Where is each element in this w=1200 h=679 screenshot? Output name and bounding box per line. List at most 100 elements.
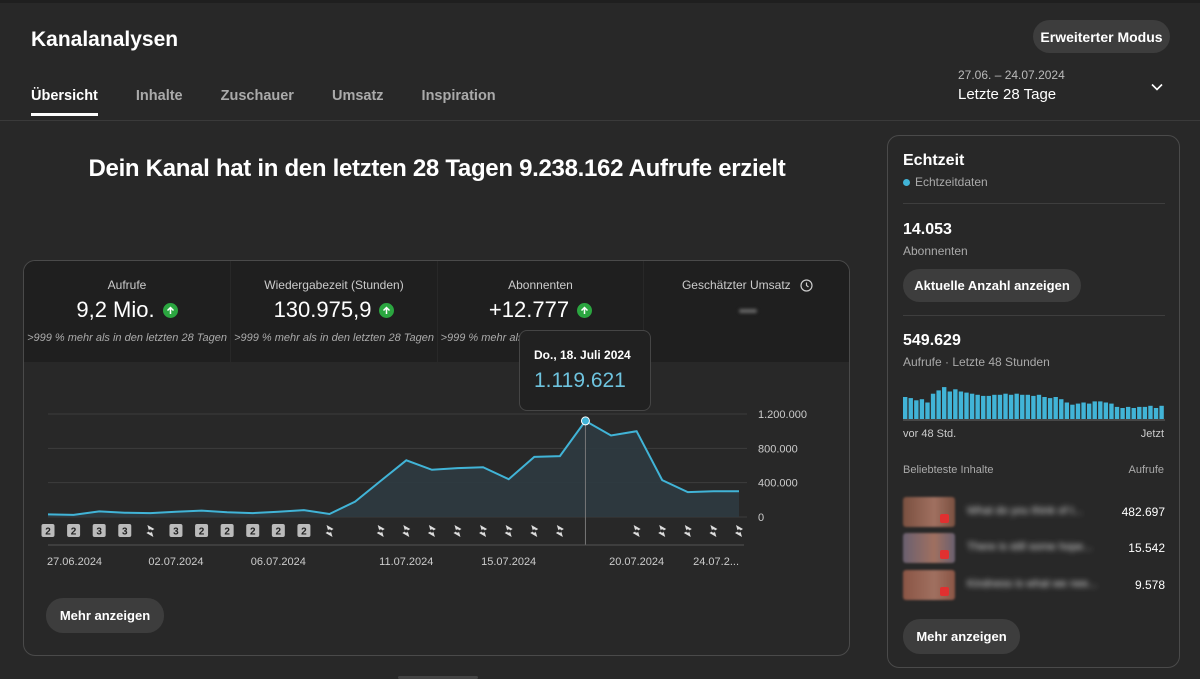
- tab-overview[interactable]: Übersicht: [31, 88, 98, 116]
- realtime-bar[interactable]: [919, 399, 925, 419]
- upload-count-marker[interactable]: 2: [271, 524, 285, 538]
- upload-count: 2: [224, 527, 230, 538]
- realtime-bar[interactable]: [1008, 394, 1014, 419]
- shorts-icon[interactable]: [709, 525, 718, 537]
- realtime-bar[interactable]: [1109, 403, 1114, 419]
- metric-watchtime[interactable]: Wiedergabezeit (Stunden) 130.975,9 >999 …: [231, 261, 437, 362]
- realtime-views-label: Aufrufe · Letzte 48 Stunden: [903, 355, 1050, 369]
- realtime-bar[interactable]: [925, 402, 930, 420]
- shorts-icon[interactable]: [555, 525, 564, 537]
- highlight-point[interactable]: [580, 416, 590, 426]
- realtime-bar[interactable]: [942, 387, 947, 419]
- advanced-mode-button[interactable]: Erweiterter Modus: [1033, 20, 1170, 53]
- realtime-bar[interactable]: [1114, 406, 1120, 419]
- realtime-bar[interactable]: [1003, 393, 1008, 419]
- shorts-icon[interactable]: [479, 525, 488, 537]
- date-period-label[interactable]: Letzte 28 Tage: [958, 86, 1057, 103]
- realtime-bar[interactable]: [903, 397, 908, 419]
- arrow-up-icon: [379, 302, 395, 318]
- realtime-bar[interactable]: [1086, 403, 1092, 419]
- more-button[interactable]: Mehr anzeigen: [46, 598, 164, 633]
- upload-count-marker[interactable]: 2: [297, 524, 311, 538]
- realtime-bar[interactable]: [1053, 397, 1058, 419]
- shorts-icon[interactable]: [146, 525, 155, 537]
- realtime-bar[interactable]: [1064, 402, 1070, 420]
- shorts-icon[interactable]: [427, 525, 436, 537]
- realtime-bar[interactable]: [981, 395, 986, 419]
- upload-count-marker[interactable]: 2: [246, 524, 260, 538]
- realtime-bar[interactable]: [1059, 399, 1064, 419]
- shorts-icon[interactable]: [453, 525, 462, 537]
- upload-count: 2: [199, 527, 205, 538]
- realtime-bar[interactable]: [1125, 406, 1131, 419]
- upload-count-marker[interactable]: 2: [41, 524, 55, 538]
- realtime-bar[interactable]: [1092, 401, 1097, 419]
- list-item[interactable]: What do you think of t... 482.697: [903, 497, 1165, 527]
- upload-count-marker[interactable]: 3: [92, 524, 106, 538]
- realtime-bar[interactable]: [1047, 398, 1053, 419]
- realtime-bar[interactable]: [953, 389, 958, 419]
- realtime-bar[interactable]: [1036, 394, 1042, 419]
- realtime-bar[interactable]: [1103, 402, 1109, 420]
- realtime-bar[interactable]: [975, 394, 980, 419]
- upload-count: 2: [301, 527, 307, 538]
- realtime-bar[interactable]: [964, 392, 969, 419]
- tab-inspiration[interactable]: Inspiration: [421, 88, 496, 104]
- shorts-icon[interactable]: [376, 525, 385, 537]
- realtime-bar[interactable]: [947, 391, 952, 420]
- shorts-icon[interactable]: [735, 525, 743, 537]
- realtime-bar[interactable]: [1075, 403, 1081, 419]
- metric-revenue[interactable]: Geschätzter Umsatz: [644, 261, 849, 362]
- realtime-bar[interactable]: [1131, 408, 1136, 419]
- shorts-icon[interactable]: [325, 525, 334, 537]
- metric-label: Geschätzter Umsatz: [681, 278, 791, 292]
- realtime-bar[interactable]: [1159, 405, 1164, 419]
- tab-content[interactable]: Inhalte: [135, 88, 183, 104]
- shorts-icon[interactable]: [658, 525, 667, 537]
- chevron-down-icon[interactable]: [1150, 80, 1164, 94]
- metric-views[interactable]: Aufrufe 9,2 Mio. >999 % mehr als in den …: [24, 261, 230, 362]
- realtime-bar[interactable]: [1025, 394, 1031, 419]
- realtime-bar[interactable]: [1153, 408, 1159, 419]
- realtime-bar[interactable]: [1137, 406, 1142, 419]
- list-item[interactable]: There is still some hope... 15.542: [903, 533, 1165, 563]
- realtime-bar[interactable]: [997, 394, 1003, 419]
- upload-count-marker[interactable]: 2: [67, 524, 81, 538]
- realtime-bar[interactable]: [958, 391, 964, 420]
- realtime-bar[interactable]: [1014, 393, 1019, 419]
- shorts-icon[interactable]: [683, 525, 692, 537]
- realtime-bar[interactable]: [908, 398, 913, 419]
- video-views: 9.578: [1134, 578, 1165, 592]
- upload-count-marker[interactable]: 3: [118, 524, 132, 538]
- realtime-bar[interactable]: [930, 393, 936, 419]
- realtime-bar[interactable]: [1142, 406, 1148, 419]
- realtime-bar[interactable]: [1120, 408, 1125, 419]
- upload-count-marker[interactable]: 3: [169, 524, 183, 538]
- realtime-bar[interactable]: [986, 395, 991, 419]
- views-chart[interactable]: 0 400.000 800.000 1.200.000 2 2 3 3 3 2 2 2 2 2 27.06.…: [24, 261, 850, 656]
- shorts-icon[interactable]: [530, 525, 539, 537]
- upload-count-marker[interactable]: 2: [195, 524, 209, 538]
- shorts-icon[interactable]: [504, 525, 513, 537]
- upload-count-marker[interactable]: 2: [220, 524, 234, 538]
- shorts-icon[interactable]: [402, 525, 411, 537]
- realtime-bar-chart[interactable]: [903, 386, 1165, 421]
- list-item[interactable]: Kindness is what we nee... 9.578: [903, 570, 1165, 600]
- realtime-bar[interactable]: [969, 393, 975, 419]
- date-range[interactable]: 27.06. – 24.07.2024: [958, 68, 1065, 82]
- realtime-bar[interactable]: [1148, 405, 1153, 419]
- realtime-bar[interactable]: [914, 400, 919, 419]
- realtime-bar[interactable]: [1098, 401, 1103, 419]
- realtime-bar[interactable]: [936, 390, 941, 419]
- realtime-bar[interactable]: [1081, 402, 1086, 420]
- realtime-bar[interactable]: [1042, 397, 1047, 419]
- realtime-bar[interactable]: [1031, 395, 1036, 419]
- realtime-more-button[interactable]: Mehr anzeigen: [903, 619, 1020, 654]
- tab-audience[interactable]: Zuschauer: [220, 88, 294, 104]
- realtime-bar[interactable]: [992, 394, 997, 419]
- realtime-bar[interactable]: [1020, 394, 1025, 419]
- shorts-icon[interactable]: [632, 525, 641, 537]
- show-current-count-button[interactable]: Aktuelle Anzahl anzeigen: [903, 269, 1081, 302]
- realtime-bar[interactable]: [1070, 404, 1075, 419]
- tab-revenue[interactable]: Umsatz: [331, 88, 384, 104]
